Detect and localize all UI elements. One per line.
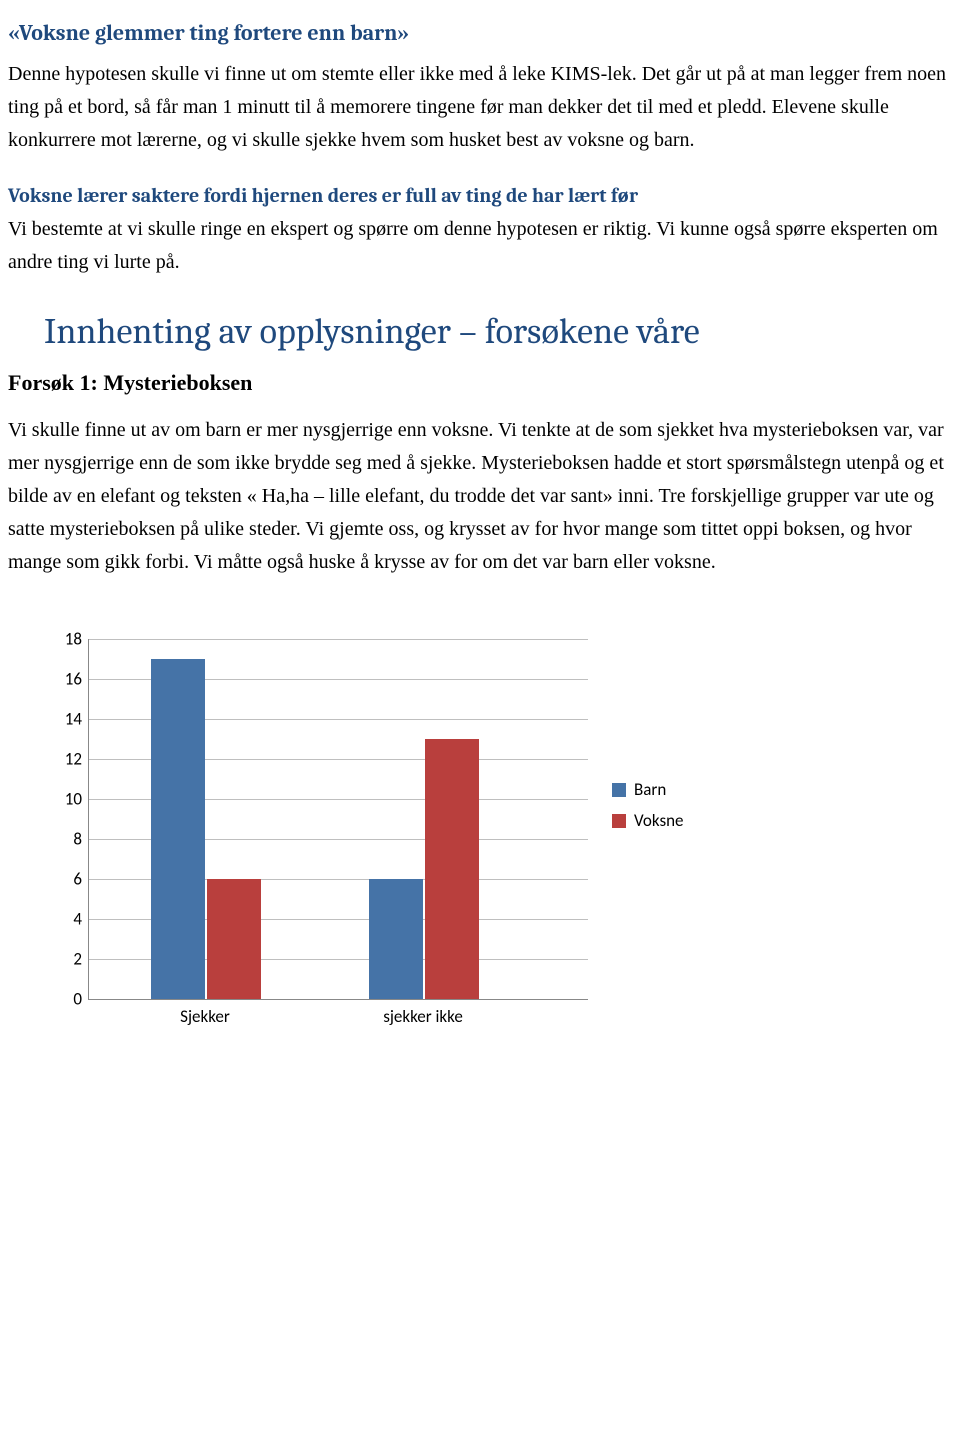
paragraph-1: Denne hypotesen skulle vi finne ut om st… (8, 58, 952, 157)
bar (369, 879, 423, 999)
chart-plot-area (88, 639, 588, 1000)
bar-group (369, 739, 479, 999)
x-tick-label: sjekker ikke (368, 1006, 478, 1027)
y-tick-label: 16 (48, 669, 82, 690)
hypothesis-heading: «Voksne glemmer ting fortere enn barn» (8, 20, 952, 46)
y-tick-label: 14 (48, 709, 82, 730)
chart-x-labels: Sjekker sjekker ikke (88, 1006, 588, 1030)
y-tick-label: 10 (48, 789, 82, 810)
legend-item: Barn (612, 779, 684, 800)
y-tick-label: 18 (48, 629, 82, 650)
section-title: Innhenting av opplysninger – forsøkene v… (44, 311, 952, 352)
y-tick-label: 8 (48, 829, 82, 850)
y-tick-label: 4 (48, 909, 82, 930)
legend-label: Barn (634, 779, 666, 800)
gridline (89, 639, 588, 640)
y-tick-label: 12 (48, 749, 82, 770)
y-tick-label: 0 (48, 989, 82, 1010)
chart-legend: Barn Voksne (612, 779, 684, 841)
y-tick-label: 2 (48, 949, 82, 970)
paragraph-3: Vi skulle finne ut av om barn er mer nys… (8, 414, 952, 579)
bar (207, 879, 261, 999)
experiment-title: Forsøk 1: Mysterieboksen (8, 370, 952, 396)
bar-group (151, 659, 261, 999)
x-tick-label: Sjekker (150, 1006, 260, 1027)
legend-item: Voksne (612, 810, 684, 831)
sub-heading-blue: Voksne lærer saktere fordi hjernen deres… (8, 184, 638, 207)
paragraph-2: Voksne lærer saktere fordi hjernen deres… (8, 179, 952, 279)
bar-chart: 024681012141618 Sjekkersjekker ikke Barn… (88, 639, 952, 1030)
paragraph-2-body: Vi bestemte at vi skulle ringe en eksper… (8, 218, 938, 273)
y-tick-label: 6 (48, 869, 82, 890)
bar (151, 659, 205, 999)
legend-swatch (612, 814, 626, 828)
bar (425, 739, 479, 999)
legend-label: Voksne (634, 810, 684, 831)
legend-swatch (612, 783, 626, 797)
